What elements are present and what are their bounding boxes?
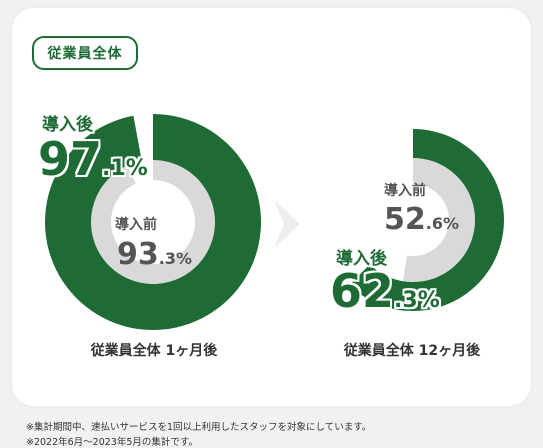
donut1-before-value: 93.3% bbox=[117, 237, 192, 272]
footnote-1: ※集計期間中、速払いサービスを1回以上利用したスタッフを対象にしています。 bbox=[26, 422, 372, 433]
donut1-before-label: 導入前 bbox=[115, 217, 157, 233]
donut1-caption: 従業員全体 1ヶ月後 bbox=[90, 343, 218, 359]
donut2-after-value: 62.3% bbox=[330, 264, 440, 318]
donut1-before-arc bbox=[79, 149, 226, 296]
footnote-2: ※2022年6月〜2023年5月の集計です。 bbox=[26, 437, 198, 448]
donut2-caption: 従業員全体 12ヶ月後 bbox=[343, 343, 481, 359]
chevron-right-icon bbox=[274, 200, 300, 248]
segment-badge: 従業員全体 bbox=[32, 36, 138, 70]
donut2-before-arc bbox=[402, 158, 476, 282]
donut2-after-arc bbox=[349, 129, 504, 311]
donut1-after-value: 97.1% bbox=[38, 132, 148, 186]
donut1-after-arc bbox=[45, 114, 262, 330]
donut2-after-label: 導入後 bbox=[336, 249, 387, 269]
donut2-before-value: 52.6% bbox=[384, 202, 459, 237]
donut2-before-label: 導入前 bbox=[384, 183, 426, 199]
donut1-after-label: 導入後 bbox=[42, 115, 93, 135]
